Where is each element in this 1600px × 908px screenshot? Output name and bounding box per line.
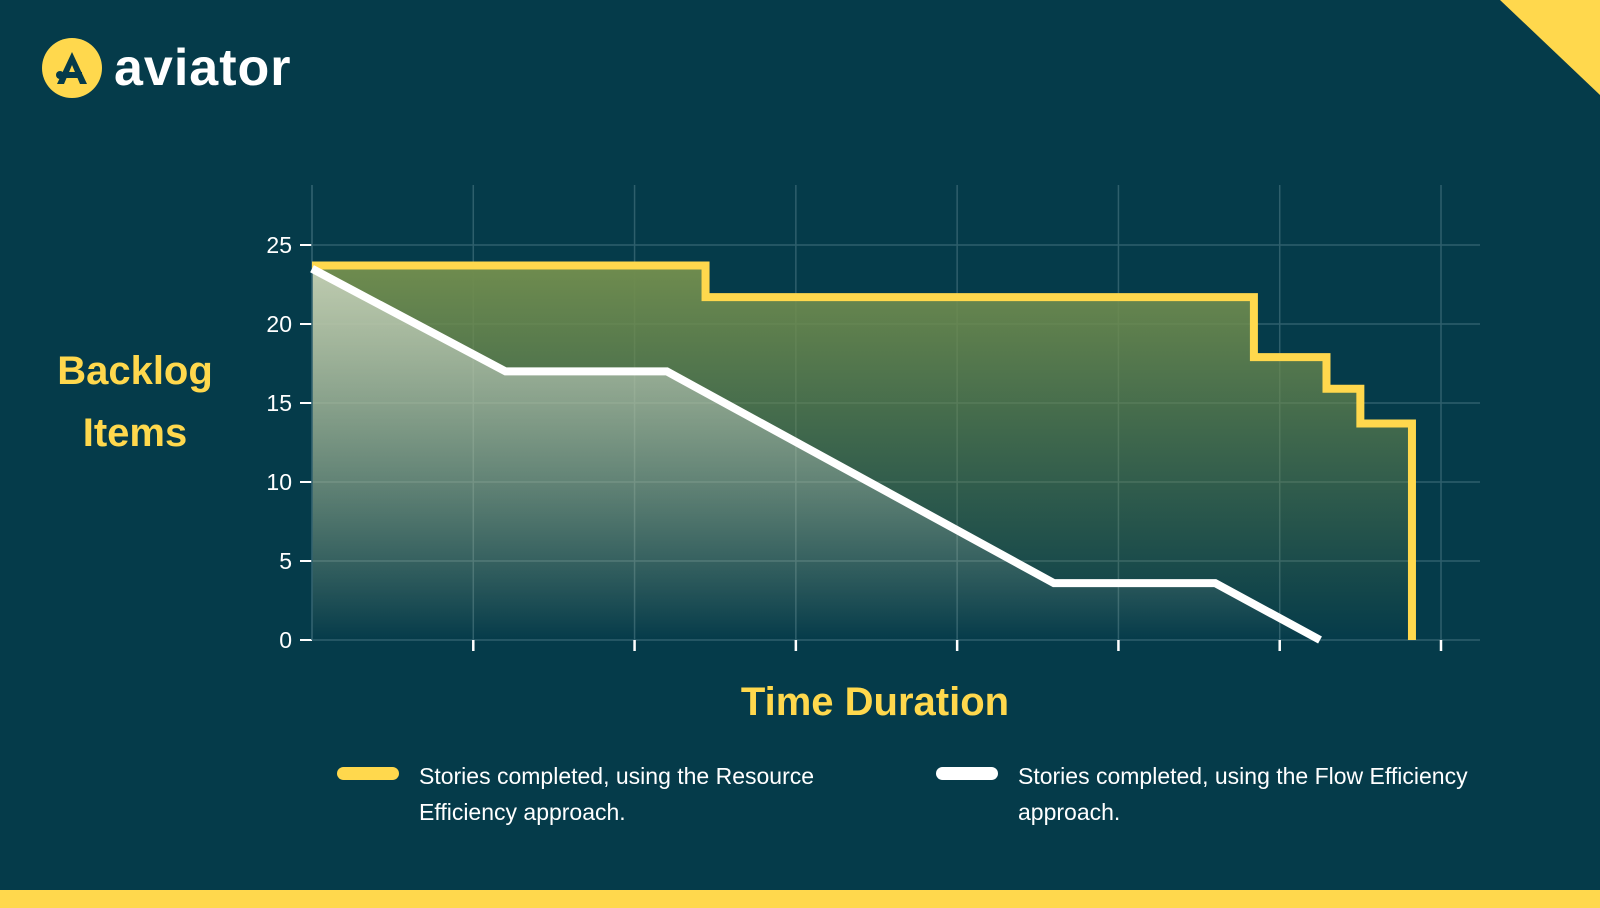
brand-name: aviator	[114, 39, 292, 97]
chart-axes: 0 5 10 15 20 25	[266, 185, 1443, 653]
y-tick-label: 20	[266, 311, 292, 337]
legend-label-resource: Stories completed, using the Resource Ef…	[419, 763, 815, 825]
series-line-1	[312, 261, 1416, 640]
legend-label-flow: Stories completed, using the Flow Effici…	[1018, 763, 1468, 825]
y-tick-label: 0	[279, 627, 292, 653]
y-axis-label: Backlog Items	[57, 349, 213, 455]
legend-item-resource: Stories completed, using the Resource Ef…	[337, 758, 879, 830]
y-tick-label: 10	[266, 469, 292, 495]
aviator-logo: aviator	[42, 38, 292, 98]
aviator-logo-icon	[42, 38, 102, 98]
y-tick-label: 25	[266, 232, 292, 258]
chart-areas	[312, 265, 1412, 640]
series-line-2	[310, 265, 1322, 644]
x-axis-label: Time Duration	[740, 680, 1010, 724]
y-tick-label: 5	[279, 548, 292, 574]
bottom-accent-bar	[0, 890, 1600, 908]
y-tick-label: 15	[266, 390, 292, 416]
legend-swatch-flow	[936, 767, 998, 780]
legend-swatch-resource	[337, 767, 399, 780]
corner-accent	[1500, 0, 1600, 95]
legend-item-flow: Stories completed, using the Flow Effici…	[936, 758, 1478, 830]
chart-lines	[310, 261, 1416, 644]
